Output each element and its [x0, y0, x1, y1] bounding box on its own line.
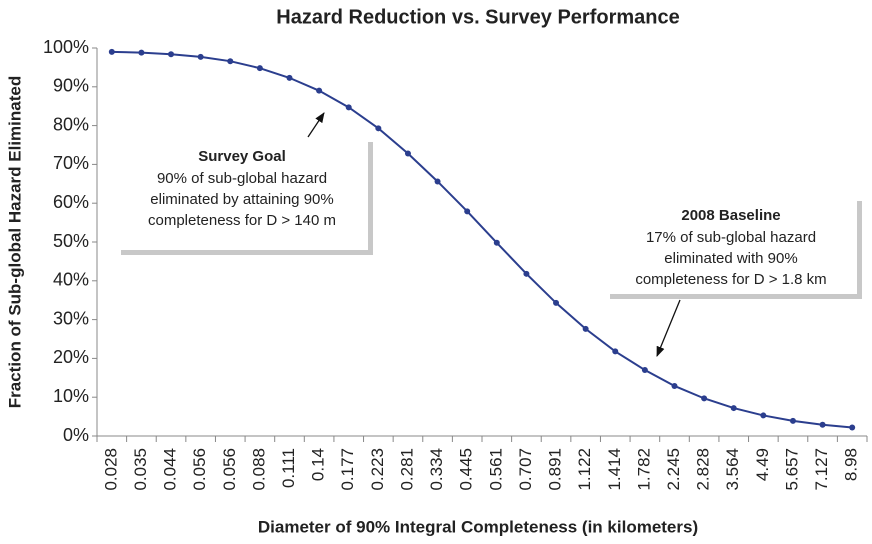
- x-tick-label: 7.127: [812, 448, 831, 491]
- annotation-title: Survey Goal: [198, 148, 286, 165]
- y-tick-label: 20%: [53, 347, 89, 367]
- point: [286, 74, 293, 81]
- line: [111, 50, 853, 429]
- annotation-text: eliminated with 90%: [664, 250, 797, 267]
- x-tick-label: 4.49: [753, 448, 772, 481]
- annotation: 2008 Baseline 17% of sub-global hazard eli…: [605, 196, 862, 357]
- point: [256, 65, 263, 72]
- x-tick-label: 8.98: [842, 448, 861, 481]
- y-tick-label: 30%: [53, 308, 89, 328]
- x-tick-label: 2.245: [664, 448, 683, 491]
- annotation-box: [116, 137, 368, 250]
- point: [582, 325, 589, 332]
- x-tick-label: 0.707: [516, 448, 535, 491]
- chart-title: Hazard Reduction vs. Survey Performance: [276, 6, 679, 28]
- x-axis-label: Diameter of 90% Integral Completeness (i…: [258, 517, 698, 536]
- point: [404, 150, 411, 157]
- point: [760, 412, 767, 419]
- y-tick-label: 70%: [53, 153, 89, 173]
- annotation-text: eliminated by attaining 90%: [150, 191, 333, 208]
- x-tick-label: 0.044: [161, 448, 180, 491]
- point: [464, 208, 471, 215]
- point: [671, 382, 678, 389]
- x-tick-label: 0.445: [457, 448, 476, 491]
- point: [197, 53, 204, 60]
- annotation-text: completeness for D > 140 m: [148, 212, 336, 229]
- point: [730, 405, 737, 412]
- annotation-box: [605, 196, 857, 294]
- point: [434, 178, 441, 185]
- y-tick-label: 0%: [63, 425, 89, 445]
- point: [819, 421, 826, 428]
- annotation-arrow: [307, 112, 325, 138]
- x-tick-label: 0.028: [101, 448, 120, 491]
- x-tick-label: 0.561: [486, 448, 505, 491]
- point: [168, 51, 175, 58]
- point: [316, 87, 323, 94]
- x-tick-label: 3.564: [723, 448, 742, 491]
- annotation: Survey Goal 90% of sub-global hazard elimi…: [116, 112, 373, 255]
- x-tick-label: 0.056: [220, 448, 239, 491]
- y-tick-label: 100%: [43, 37, 89, 57]
- point: [553, 299, 560, 306]
- x-tick-label: 0.088: [249, 448, 268, 491]
- point: [701, 395, 708, 402]
- annotation-arrow: [656, 299, 681, 357]
- point: [138, 49, 145, 56]
- point: [108, 48, 115, 55]
- point: [849, 424, 856, 431]
- x-tick-label: 0.035: [131, 448, 150, 491]
- point: [641, 367, 648, 374]
- y-tick-label: 10%: [53, 386, 89, 406]
- y-tick-label: 40%: [53, 270, 89, 290]
- x-tick-label: 0.056: [190, 448, 209, 491]
- x-tick-label: 0.891: [546, 448, 565, 491]
- x-tick-label: 0.334: [427, 448, 446, 491]
- x-tick-label: 2.828: [694, 448, 713, 491]
- x-tick-label: 1.782: [634, 448, 653, 491]
- x-tick-label: 1.414: [605, 448, 624, 491]
- x-tick-label: 0.177: [338, 448, 357, 491]
- annotation-text: completeness for D > 1.8 km: [635, 271, 826, 288]
- x-tick-label: 0.111: [279, 448, 298, 488]
- annotation-text: 17% of sub-global hazard: [646, 229, 816, 246]
- annotation-text: 90% of sub-global hazard: [157, 170, 327, 187]
- x-tick-label: 0.14: [309, 448, 328, 481]
- y-tick-label: 50%: [53, 231, 89, 251]
- x-tick-label: 0.223: [368, 448, 387, 491]
- point: [227, 58, 234, 65]
- point: [345, 104, 352, 111]
- x-tick-label: 0.281: [397, 448, 416, 491]
- point: [612, 348, 619, 355]
- y-tick-label: 90%: [53, 76, 89, 96]
- point: [493, 239, 500, 246]
- point: [523, 270, 530, 277]
- x-tick-label: 1.122: [575, 448, 594, 491]
- x-tick-label: 5.657: [782, 448, 801, 491]
- annotation-title: 2008 Baseline: [681, 207, 780, 224]
- y-tick-label: 80%: [53, 114, 89, 134]
- y-axis-label: Fraction of Sub-global Hazard Eliminated: [5, 76, 24, 408]
- y-tick-label: 60%: [53, 192, 89, 212]
- point: [375, 125, 382, 132]
- point: [789, 417, 796, 424]
